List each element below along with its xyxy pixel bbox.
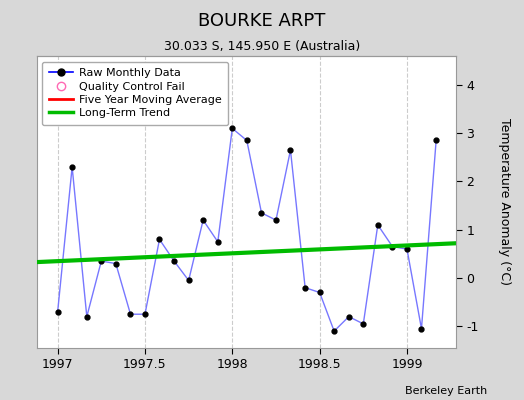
Legend: Raw Monthly Data, Quality Control Fail, Five Year Moving Average, Long-Term Tren: Raw Monthly Data, Quality Control Fail, …	[42, 62, 228, 125]
Y-axis label: Temperature Anomaly (°C): Temperature Anomaly (°C)	[498, 118, 511, 286]
Text: BOURKE ARPT: BOURKE ARPT	[198, 12, 326, 30]
Text: Berkeley Earth: Berkeley Earth	[405, 386, 487, 396]
Text: 30.033 S, 145.950 E (Australia): 30.033 S, 145.950 E (Australia)	[164, 40, 360, 53]
